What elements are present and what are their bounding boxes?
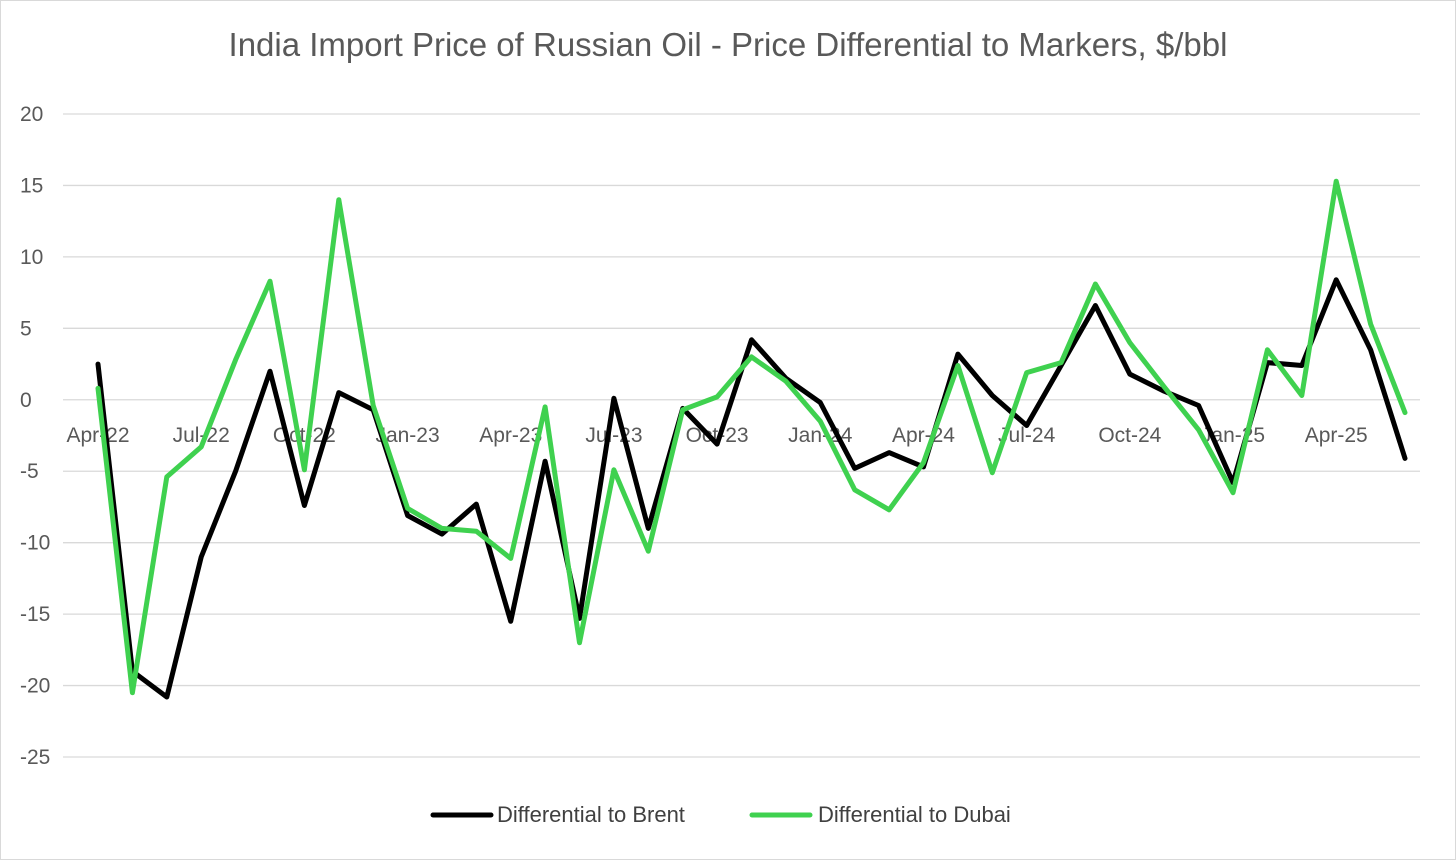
gridlines	[63, 113, 1420, 758]
x-tick-label: Jan-23	[375, 424, 439, 447]
series-line-brent	[95, 277, 1408, 700]
y-tick-label: -15	[20, 603, 50, 626]
y-tick-label: 20	[20, 103, 43, 126]
legend-label: Differential to Brent	[497, 802, 685, 827]
y-tick-label: 5	[20, 317, 32, 340]
y-tick-label: 10	[20, 246, 43, 269]
chart-title: India Import Price of Russian Oil - Pric…	[228, 26, 1228, 63]
y-axis-tick-labels: 20 15 10 5 0 -5 -10 -15 -20 -25	[20, 103, 50, 769]
x-tick-label: Oct-24	[1098, 424, 1161, 447]
x-tick-label: Jul-23	[585, 424, 642, 447]
series-lines	[95, 178, 1408, 700]
legend-label: Differential to Dubai	[818, 802, 1011, 827]
x-tick-label: Jul-24	[998, 424, 1056, 447]
x-tick-label: Jul-22	[173, 424, 230, 447]
y-tick-label: -5	[20, 460, 39, 483]
y-tick-label: -25	[20, 746, 50, 769]
x-tick-label: Apr-22	[66, 424, 129, 447]
y-tick-label: -10	[20, 532, 50, 555]
x-tick-label: Apr-24	[892, 424, 955, 447]
x-tick-label: Apr-25	[1305, 424, 1368, 447]
y-tick-label: 0	[20, 389, 32, 412]
x-tick-label: Apr-23	[479, 424, 542, 447]
y-tick-label: -20	[20, 675, 50, 698]
legend: Differential to Brent Differential to Dub…	[430, 802, 1011, 827]
y-tick-label: 15	[20, 174, 43, 197]
